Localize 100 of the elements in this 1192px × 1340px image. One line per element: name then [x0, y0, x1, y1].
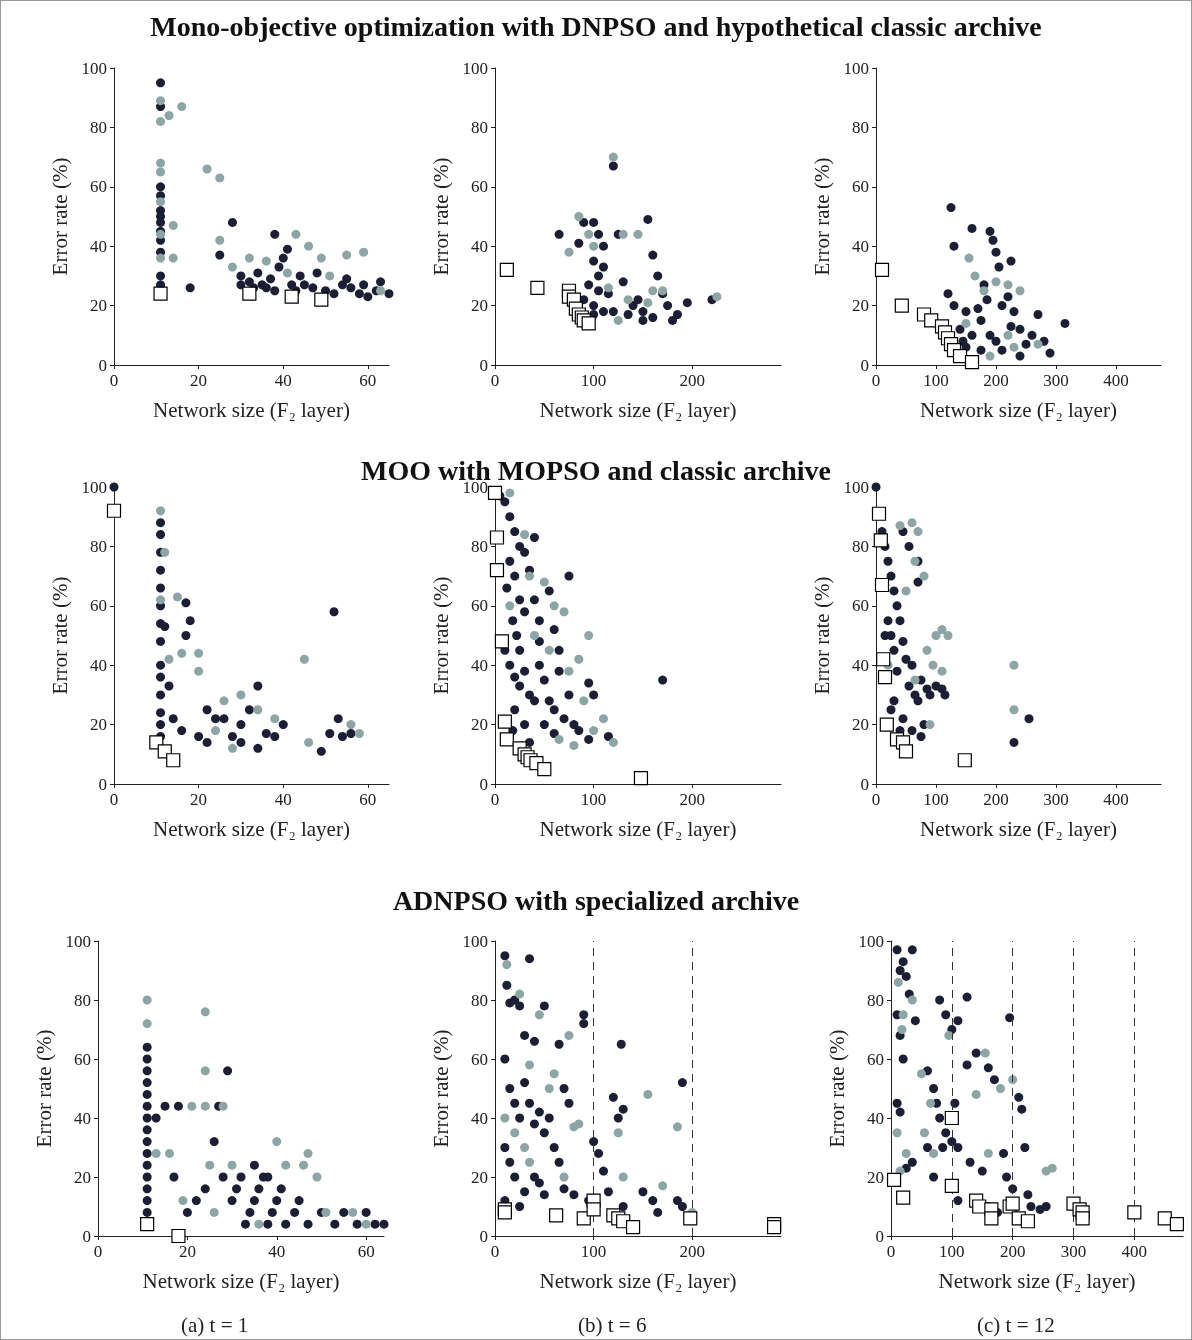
- point: [245, 1207, 255, 1217]
- y-axis-title: Error rate (%): [809, 157, 834, 276]
- point: [883, 616, 893, 626]
- point: [534, 616, 544, 626]
- x-tick-label: 20: [190, 371, 208, 390]
- point: [871, 482, 881, 492]
- y-tick-label: 40: [90, 236, 107, 256]
- point: [202, 705, 212, 715]
- point: [346, 720, 356, 730]
- point: [194, 666, 204, 676]
- point: [989, 1075, 999, 1085]
- point: [946, 203, 956, 213]
- point: [983, 1148, 993, 1158]
- point: [254, 1184, 264, 1194]
- point: [584, 229, 594, 239]
- point: [549, 601, 559, 611]
- point: [202, 164, 212, 174]
- y-tick-label: 0: [82, 1226, 91, 1246]
- point: [240, 1219, 250, 1229]
- point: [929, 1084, 939, 1093]
- point: [346, 729, 356, 739]
- point: [510, 1098, 520, 1108]
- point: [510, 705, 520, 715]
- point: [554, 645, 564, 655]
- point: [502, 960, 512, 970]
- point: [211, 726, 221, 736]
- x-tick-label: 200: [679, 1242, 705, 1261]
- point: [156, 158, 166, 168]
- point: [290, 1207, 300, 1217]
- point: [312, 268, 322, 278]
- point: [907, 726, 917, 736]
- point: [973, 304, 983, 314]
- point: [209, 1207, 219, 1217]
- point: [520, 1030, 530, 1040]
- point: [156, 565, 166, 575]
- point: [554, 734, 564, 744]
- x-tick-label: 100: [923, 790, 949, 809]
- point: [505, 601, 515, 611]
- point: [544, 1084, 554, 1093]
- y-tick-label: 20: [74, 1167, 91, 1187]
- point: [354, 729, 364, 739]
- point: [370, 1219, 380, 1229]
- point: [525, 571, 535, 581]
- x-tick-label: 400: [1121, 1242, 1148, 1261]
- point: [173, 1101, 183, 1111]
- y-tick-label: 100: [81, 477, 107, 497]
- point: [510, 672, 520, 682]
- point: [672, 1196, 682, 1206]
- y-tick-label: 60: [471, 1049, 488, 1069]
- point: [574, 212, 584, 221]
- point: [142, 1207, 152, 1217]
- point: [529, 1172, 539, 1182]
- y-tick-label: 80: [867, 990, 884, 1010]
- point: [168, 220, 178, 230]
- x-tick-label: 100: [580, 790, 607, 809]
- y-tick-label: 0: [98, 355, 107, 375]
- point: [982, 295, 992, 305]
- point: [299, 654, 309, 664]
- x-tick-label: 200: [983, 790, 1009, 809]
- x-tick-label: 40: [268, 1242, 286, 1261]
- point: [682, 298, 692, 308]
- y-tick-label: 60: [852, 596, 869, 616]
- point: [564, 666, 574, 676]
- point: [923, 1143, 932, 1152]
- point: [616, 1039, 626, 1049]
- point: [957, 753, 972, 768]
- point: [937, 666, 947, 676]
- x-tick-label: 300: [1060, 1242, 1087, 1261]
- point: [907, 1157, 917, 1167]
- point: [883, 556, 893, 566]
- point: [925, 690, 935, 700]
- point: [500, 1113, 510, 1123]
- point: [142, 1172, 152, 1182]
- point: [489, 530, 505, 545]
- point: [895, 616, 905, 626]
- point: [156, 78, 166, 88]
- point: [677, 1078, 687, 1088]
- point: [520, 607, 530, 617]
- point: [886, 1172, 902, 1188]
- point: [156, 116, 166, 126]
- point: [904, 681, 914, 691]
- y-axis-title: Error rate (%): [31, 1029, 56, 1148]
- x-tick-label: 100: [580, 371, 607, 390]
- point: [554, 666, 564, 676]
- point: [594, 229, 604, 239]
- point: [658, 675, 668, 685]
- point: [544, 645, 554, 655]
- point: [156, 530, 166, 540]
- point: [623, 295, 633, 305]
- point: [584, 678, 594, 688]
- y-tick-label: 0: [98, 774, 107, 794]
- point: [505, 556, 515, 566]
- point: [618, 1104, 628, 1114]
- point: [274, 262, 284, 272]
- point: [938, 1143, 948, 1152]
- point: [873, 533, 888, 548]
- point: [361, 1207, 371, 1217]
- point: [889, 586, 899, 596]
- point: [1047, 1163, 1057, 1173]
- point: [151, 1113, 161, 1123]
